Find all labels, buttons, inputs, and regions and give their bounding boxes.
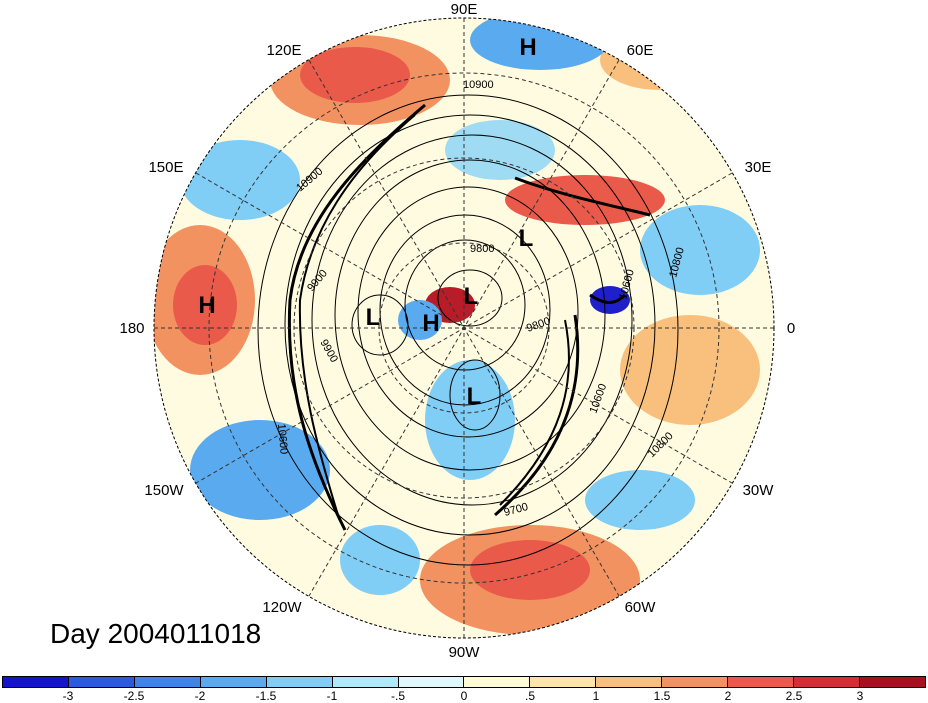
cool-anomaly-nam bbox=[425, 360, 515, 480]
graticule bbox=[154, 18, 774, 638]
colorbar-segment bbox=[3, 677, 69, 687]
colorbar-tick-label: 2 bbox=[724, 689, 732, 703]
day-label: Day 2004011018 bbox=[50, 618, 262, 649]
colorbar-tick-label: 3 bbox=[856, 689, 864, 703]
colorbar-tick-label: -2.5 bbox=[123, 689, 145, 703]
colorbar bbox=[2, 676, 926, 688]
low-pressure-label: L bbox=[464, 283, 479, 310]
jet-europe bbox=[589, 293, 627, 304]
colorbar-segment bbox=[68, 677, 135, 687]
colorbar-tick-label: -1.5 bbox=[255, 689, 277, 703]
high-pressure-label: H bbox=[198, 292, 215, 319]
map-border bbox=[153, 17, 775, 639]
contour-label: 9800 bbox=[470, 243, 494, 255]
contour-10400 bbox=[334, 159, 606, 471]
lon-label-90e: 90E bbox=[451, 1, 478, 18]
contour-10800 bbox=[284, 114, 656, 536]
cool-anomaly-70e bbox=[445, 120, 555, 180]
colorbar-tick-label: -1 bbox=[326, 689, 338, 703]
colorbar-segment bbox=[200, 677, 267, 687]
cool-anomaly-150w bbox=[190, 420, 330, 520]
contour-10000 bbox=[379, 214, 551, 406]
contour-10200 bbox=[357, 186, 579, 438]
colorbar-segment bbox=[332, 677, 399, 687]
contour-9900 bbox=[404, 239, 526, 371]
colorbar-segment bbox=[134, 677, 201, 687]
colorbar-segment bbox=[266, 677, 333, 687]
latitude-circle-inner bbox=[378, 242, 550, 414]
colorbar-tick-label: 0 bbox=[460, 689, 468, 703]
jet-atlantic bbox=[494, 314, 580, 517]
lon-label-30w: 30W bbox=[743, 482, 775, 499]
jet-pacific bbox=[287, 103, 426, 531]
colorbar-segment bbox=[662, 677, 729, 687]
longitude-labels: 90E 60E 30E 0 30W 60W 90W 120W 150W 180 … bbox=[119, 1, 795, 661]
contour-label: 10900 bbox=[463, 79, 494, 91]
cool-anomaly-europe-core bbox=[590, 286, 630, 314]
colorbar-segment bbox=[728, 677, 795, 687]
colorbar-tick-label: -2 bbox=[194, 689, 206, 703]
colorbar-segment bbox=[464, 677, 531, 687]
low-pressure-label: L bbox=[519, 225, 534, 252]
cool-anomaly-20e bbox=[640, 205, 760, 295]
height-contours bbox=[257, 94, 679, 566]
lon-label-120w: 120W bbox=[262, 599, 302, 616]
warm-anomaly-10w bbox=[620, 315, 760, 425]
meridian-30e-150w bbox=[195, 172, 733, 484]
contour-low-west bbox=[351, 294, 409, 356]
cool-anomaly-150e bbox=[180, 140, 300, 220]
contour-low-south bbox=[449, 359, 501, 431]
lon-label-0: 0 bbox=[787, 320, 795, 337]
cool-anomaly-40w bbox=[585, 470, 695, 530]
cool-anomaly-110w bbox=[340, 525, 420, 595]
jet-eurasia bbox=[514, 176, 651, 217]
contour-10600 bbox=[311, 134, 633, 506]
lon-label-150w: 150W bbox=[144, 482, 184, 499]
lon-label-180: 180 bbox=[119, 320, 144, 337]
low-pressure-label: L bbox=[366, 304, 381, 331]
lon-label-120e: 120E bbox=[266, 42, 301, 59]
jet-stream-contours bbox=[287, 103, 651, 531]
jet-pacific-inner bbox=[298, 114, 416, 516]
lon-label-150e: 150E bbox=[148, 159, 183, 176]
colorbar-tick-label: 1.5 bbox=[653, 689, 671, 703]
contour-9800 bbox=[437, 269, 503, 327]
pressure-centers: H H L L H L L bbox=[198, 34, 536, 410]
warm-anomaly-180-core bbox=[173, 265, 237, 345]
lon-label-60e: 60E bbox=[627, 42, 654, 59]
colorbar-tick-label: .5 bbox=[524, 689, 536, 703]
colorbar-tick-label: 2.5 bbox=[785, 689, 803, 703]
high-pressure-label: H bbox=[519, 34, 536, 61]
warm-anomaly-120e-core bbox=[300, 47, 410, 103]
colorbar-segment bbox=[398, 677, 465, 687]
contour-10900 bbox=[257, 94, 679, 566]
low-pressure-label: L bbox=[467, 383, 482, 410]
warm-anomaly-60e bbox=[600, 30, 720, 90]
colorbar-segment bbox=[530, 677, 597, 687]
lon-label-30e: 30E bbox=[745, 159, 772, 176]
jet-atlantic-inner bbox=[499, 319, 570, 506]
anomaly-field bbox=[154, 18, 774, 638]
colorbar-segment bbox=[859, 677, 925, 687]
colorbar-segment bbox=[596, 677, 663, 687]
lon-label-90w: 90W bbox=[449, 644, 481, 661]
warm-anomaly-75w-core bbox=[470, 540, 590, 600]
latitude-circle-outer bbox=[208, 72, 720, 584]
colorbar-tick-label: -3 bbox=[62, 689, 74, 703]
latitude-circle-mid bbox=[293, 157, 635, 499]
high-pressure-label: H bbox=[422, 310, 439, 337]
lon-label-60w: 60W bbox=[625, 599, 657, 616]
colorbar-segment bbox=[794, 677, 860, 687]
colorbar-tick-label: -.5 bbox=[390, 689, 406, 703]
colorbar-tick-label: 1 bbox=[592, 689, 600, 703]
contour-label: 10600 bbox=[275, 423, 290, 455]
